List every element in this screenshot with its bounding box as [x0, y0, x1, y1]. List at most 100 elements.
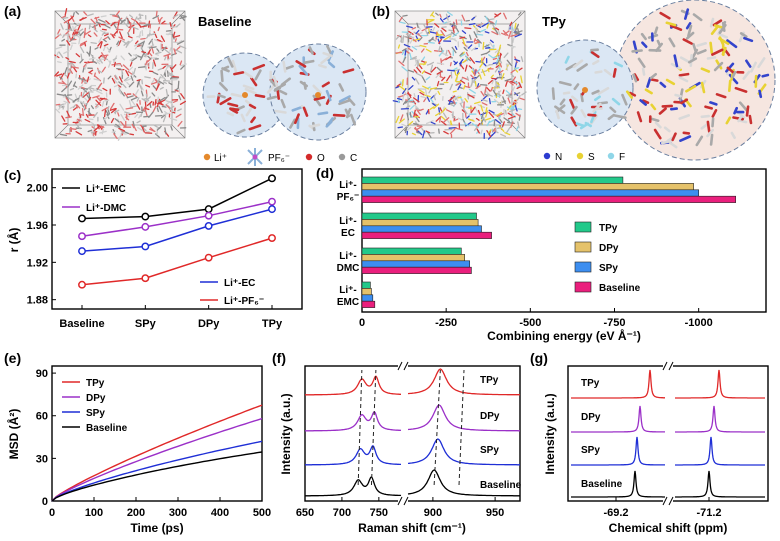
molecule-stick — [489, 22, 495, 25]
molecule-stick — [682, 38, 693, 45]
molecule-stick — [163, 48, 171, 54]
molecule-stick — [168, 82, 173, 86]
molecule-stick — [488, 109, 495, 114]
molecule-stick — [122, 40, 129, 46]
molecule-stick — [166, 73, 173, 77]
molecule-stick — [327, 61, 336, 69]
molecule-stick — [280, 77, 292, 86]
molecule-stick — [123, 21, 129, 28]
spectrum-line — [407, 368, 521, 396]
molecule-stick — [438, 45, 441, 52]
molecule-stick — [69, 68, 73, 74]
molecule-stick — [63, 100, 70, 105]
x-tick-label: 700 — [333, 507, 351, 519]
molecule-stick — [449, 62, 452, 67]
molecule-stick — [97, 40, 102, 47]
x-tick-label: DPy — [198, 318, 220, 330]
molecule-stick — [97, 82, 103, 90]
molecule-stick — [78, 117, 83, 122]
f-dot-icon — [607, 152, 615, 160]
molecule-stick — [93, 78, 100, 81]
molecule-stick — [447, 11, 453, 16]
molecule-stick — [147, 96, 151, 100]
molecule-stick — [470, 79, 474, 88]
molecule-stick — [465, 19, 470, 22]
guide-line — [458, 369, 465, 486]
molecule-stick — [406, 25, 413, 29]
molecule-stick — [429, 87, 438, 90]
molecule-stick — [482, 56, 486, 62]
spectrum-line — [305, 476, 402, 497]
legend-n-label: N — [555, 152, 562, 163]
legend-c-label: C — [350, 153, 357, 164]
molecule-stick — [448, 29, 454, 32]
molecule-stick — [124, 77, 132, 82]
molecule-stick — [507, 115, 516, 120]
y-tick-label: 30 — [36, 453, 48, 465]
molecule-stick — [87, 34, 92, 38]
panel-c-frame — [51, 168, 303, 310]
legend-swatch — [574, 221, 592, 233]
molecule-stick — [127, 35, 133, 39]
panel-f-xlabel: Raman shift (cm⁻¹) — [358, 521, 466, 535]
molecule-stick — [429, 106, 435, 110]
molecule-stick — [700, 67, 711, 73]
molecule-stick — [489, 39, 494, 44]
molecule-stick — [479, 22, 483, 27]
molecule-stick — [570, 95, 579, 102]
molecule-stick — [482, 99, 488, 102]
x-tick-label: 650 — [296, 507, 314, 519]
molecule-stick — [84, 97, 89, 103]
molecule-stick — [103, 115, 109, 121]
molecule-stick — [409, 111, 412, 118]
molecule-stick — [61, 115, 66, 122]
molecule-stick — [96, 59, 102, 63]
molecule-stick — [125, 69, 130, 77]
molecule-stick — [611, 97, 621, 106]
molecule-stick — [69, 44, 73, 51]
molecule-stick — [433, 95, 437, 101]
molecule-stick — [725, 116, 732, 125]
molecule-stick — [428, 29, 434, 33]
molecule-stick — [576, 63, 588, 72]
molecule-stick — [56, 93, 65, 97]
molecule-stick — [480, 57, 483, 64]
molecule-stick — [555, 104, 566, 114]
molecule-stick — [82, 67, 85, 73]
bar — [361, 281, 371, 289]
molecule-stick — [70, 128, 77, 131]
legend-label: DPy — [86, 393, 106, 404]
molecule-stick — [254, 94, 266, 98]
molecule-stick — [493, 26, 499, 35]
molecule-stick — [475, 117, 480, 121]
legend-label: Baseline — [86, 423, 128, 434]
molecule-stick — [110, 108, 117, 114]
li-ion-atom — [315, 92, 321, 98]
molecule-stick — [408, 120, 414, 126]
molecule-stick — [438, 128, 440, 134]
molecule-stick — [501, 73, 505, 80]
molecule-stick — [102, 87, 108, 92]
molecule-stick — [465, 56, 469, 62]
molecule-stick — [706, 128, 715, 138]
molecule-stick — [481, 102, 488, 106]
x-tick-label: 0 — [359, 317, 365, 329]
molecule-stick — [120, 121, 126, 127]
molecule-stick — [139, 53, 145, 61]
x-tick-label: -69.2 — [603, 507, 628, 519]
molecule-stick — [90, 53, 94, 59]
molecule-stick — [463, 122, 469, 127]
series-line — [81, 200, 273, 237]
molecule-stick — [118, 127, 126, 132]
bar — [361, 260, 470, 268]
molecule-stick — [59, 76, 63, 80]
molecule-stick — [637, 57, 646, 68]
molecule-stick — [632, 73, 638, 83]
panel-f-ylabel: Intensity (a.u.) — [279, 393, 293, 474]
molecule-stick — [75, 119, 82, 125]
molecule-stick — [457, 83, 462, 91]
molecule-stick — [67, 80, 73, 88]
molecule-stick — [313, 96, 326, 101]
molecule-stick — [88, 57, 96, 60]
molecule-stick — [422, 85, 430, 90]
